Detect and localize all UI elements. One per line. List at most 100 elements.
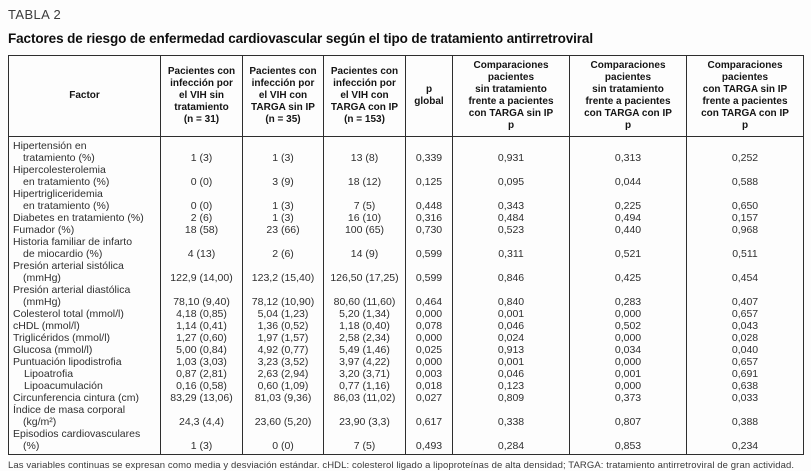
value-cell: 0,125 xyxy=(405,164,453,188)
value-cell: 1,36 (0,52) xyxy=(242,320,324,332)
value-cell: 0,024 xyxy=(452,332,570,344)
table-row: Historia familiar de infarto de miocardio… xyxy=(8,236,804,260)
table-title: Factores de riesgo de enfermedad cardiov… xyxy=(8,31,593,46)
value-cell: 5,04 (1,23) xyxy=(242,308,324,320)
table-row: Diabetes en tratamiento (%) 2 (6) 1 (3) 16 … xyxy=(8,212,804,224)
value-cell: 0,502 xyxy=(569,320,687,332)
value-cell: 123,2 (15,40) xyxy=(242,260,324,284)
value-cell: 3,23 (3,52) xyxy=(242,356,324,368)
value-cell: 1,97 (1,57) xyxy=(242,332,324,344)
value-cell: 0,853 xyxy=(569,428,687,455)
value-cell: 0 (0) xyxy=(160,164,243,188)
value-cell: 2,63 (2,94) xyxy=(242,368,324,380)
table-row: Índice de masa corporal (kg/m²) 24,3 (4,4)… xyxy=(8,404,804,428)
value-cell: 24,3 (4,4) xyxy=(160,404,243,428)
value-cell: 0,494 xyxy=(569,212,687,224)
column-header-p-global: p global xyxy=(405,55,453,137)
column-header-comp-sintrat-targasinip: Comparaciones pacientes sin tratamiento fr… xyxy=(452,55,570,137)
value-cell: 0,027 xyxy=(405,392,453,404)
factor-cell: Lipoacumulación xyxy=(8,380,161,392)
factor-cell: Hipertensión en tratamiento (%) xyxy=(8,136,161,164)
value-cell: 0,001 xyxy=(452,356,570,368)
risk-factors-table: Factor Pacientes con infección por el VIH s… xyxy=(8,55,804,455)
value-cell: 14 (9) xyxy=(323,236,406,260)
value-cell: 0,807 xyxy=(569,404,687,428)
column-header-vih-sin-tratamiento: Pacientes con infección por el VIH sin trat… xyxy=(160,55,243,137)
factor-cell: Puntuación lipodistrofia xyxy=(8,356,161,368)
value-cell: 0,046 xyxy=(452,320,570,332)
value-cell: 0,425 xyxy=(569,260,687,284)
value-cell: 0,407 xyxy=(686,284,804,308)
table-row: Hipertensión en tratamiento (%) 1 (3) 1 (3)… xyxy=(8,136,804,164)
value-cell: 0,657 xyxy=(686,356,804,368)
value-cell: 2 (6) xyxy=(160,212,243,224)
value-cell: 0,913 xyxy=(452,344,570,356)
value-cell: 0,003 xyxy=(405,368,453,380)
table-row: Hipercolesterolemia en tratamiento (%) 0 (… xyxy=(8,164,804,188)
value-cell: 81,03 (9,36) xyxy=(242,392,324,404)
value-cell: 0,001 xyxy=(569,368,687,380)
value-cell: 1 (3) xyxy=(242,136,324,164)
value-cell: 0,77 (1,16) xyxy=(323,380,406,392)
table-label: TABLA 2 xyxy=(8,7,62,22)
column-header-factor: Factor xyxy=(8,55,161,137)
value-cell: 0,313 xyxy=(569,136,687,164)
value-cell: 0,025 xyxy=(405,344,453,356)
value-cell: 23,90 (3,3) xyxy=(323,404,406,428)
value-cell: 0,809 xyxy=(452,392,570,404)
value-cell: 0,095 xyxy=(452,164,570,188)
table-row: Triglicéridos (mmol/l) 1,27 (0,60) 1,97 (1… xyxy=(8,332,804,344)
value-cell: 0,373 xyxy=(569,392,687,404)
factor-cell: Presión arterial diastólica (mmHg) xyxy=(8,284,161,308)
value-cell: 100 (65) xyxy=(323,224,406,236)
value-cell: 0,044 xyxy=(569,164,687,188)
column-header-vih-targa-sin-ip: Pacientes con infección por el VIH con TARG… xyxy=(242,55,324,137)
value-cell: 0,000 xyxy=(405,308,453,320)
value-cell: 0,000 xyxy=(569,356,687,368)
value-cell: 1 (3) xyxy=(242,212,324,224)
table-header: Factor Pacientes con infección por el VIH s… xyxy=(8,55,804,137)
value-cell: 0,521 xyxy=(569,236,687,260)
value-cell: 0,001 xyxy=(452,308,570,320)
value-cell: 126,50 (17,25) xyxy=(323,260,406,284)
factor-cell: Fumador (%) xyxy=(8,224,161,236)
value-cell: 122,9 (14,00) xyxy=(160,260,243,284)
value-cell: 4 (13) xyxy=(160,236,243,260)
value-cell: 0,316 xyxy=(405,212,453,224)
value-cell: 80,60 (11,60) xyxy=(323,284,406,308)
table-row: Colesterol total (mmol/l) 4,18 (0,85) 5,04… xyxy=(8,308,804,320)
value-cell: 1,18 (0,40) xyxy=(323,320,406,332)
value-cell: 1,03 (3,03) xyxy=(160,356,243,368)
value-cell: 0,284 xyxy=(452,428,570,455)
value-cell: 0,043 xyxy=(686,320,804,332)
factor-cell: Colesterol total (mmol/l) xyxy=(8,308,161,320)
factor-cell: Circunferencia cintura (cm) xyxy=(8,392,161,404)
value-cell: 0,000 xyxy=(569,332,687,344)
value-cell: 0,234 xyxy=(686,428,804,455)
value-cell: 3,97 (4,22) xyxy=(323,356,406,368)
table-row: Episodios cardiovasculares (%) 1 (3) 0 (0) 7… xyxy=(8,428,804,455)
column-header-comp-targasinip-targaconip: Comparaciones pacientes con TARGA sin IP f… xyxy=(686,55,804,137)
table-row: Lipoatrofia 0,87 (2,81) 2,63 (2,94) 3,20 (3… xyxy=(8,368,804,380)
value-cell: 0,523 xyxy=(452,224,570,236)
table-row: Presión arterial diastólica (mmHg) 78,10 (… xyxy=(8,284,804,308)
value-cell: 0,840 xyxy=(452,284,570,308)
value-cell: 7 (5) xyxy=(323,428,406,455)
value-cell: 78,10 (9,40) xyxy=(160,284,243,308)
value-cell: 0,617 xyxy=(405,404,453,428)
factor-cell: cHDL (mmol/l) xyxy=(8,320,161,332)
value-cell: 0,691 xyxy=(686,368,804,380)
value-cell: 0,931 xyxy=(452,136,570,164)
column-header-comp-sintrat-targaconip: Comparaciones pacientes sin tratamiento fr… xyxy=(569,55,687,137)
factor-cell: Hipercolesterolemia en tratamiento (%) xyxy=(8,164,161,188)
value-cell: 23,60 (5,20) xyxy=(242,404,324,428)
value-cell: 7 (5) xyxy=(323,188,406,212)
value-cell: 0,343 xyxy=(452,188,570,212)
value-cell: 0,033 xyxy=(686,392,804,404)
factor-cell: Índice de masa corporal (kg/m²) xyxy=(8,404,161,428)
value-cell: 0,000 xyxy=(569,380,687,392)
value-cell: 83,29 (13,06) xyxy=(160,392,243,404)
value-cell: 0,034 xyxy=(569,344,687,356)
value-cell: 0 (0) xyxy=(242,428,324,455)
value-cell: 3,20 (3,71) xyxy=(323,368,406,380)
